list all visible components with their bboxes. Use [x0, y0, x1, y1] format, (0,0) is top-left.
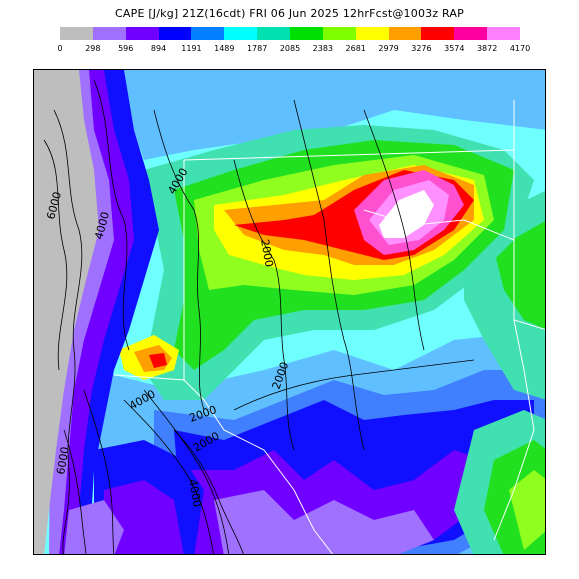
- colorbar-label: 3872: [476, 44, 498, 53]
- height-contours: [43, 79, 475, 554]
- colorbar-swatch: [454, 27, 488, 40]
- colorbar-label: 894: [150, 44, 167, 53]
- colorbar-swatch: [224, 27, 258, 40]
- colorbar-swatch: [388, 27, 422, 40]
- colorbar-swatch: [322, 27, 356, 40]
- colorbar-swatch: [355, 27, 389, 40]
- colorbar-label: 1787: [246, 44, 268, 53]
- colorbar-label: 4170: [509, 44, 531, 53]
- state-boundaries: [113, 100, 545, 554]
- colorbar-label: 2681: [345, 44, 366, 53]
- map-canvas: 6000 4000 4000 2000 2000 2000 2000 4000 …: [34, 70, 545, 554]
- field-lavender-sw: [64, 500, 124, 554]
- field-grey-west: [34, 70, 99, 554]
- colorbar-swatch: [60, 27, 93, 40]
- colorbar-label: 298: [85, 44, 101, 53]
- colorbar-swatch: [257, 27, 291, 40]
- contour-label-6000-sw: 6000: [54, 446, 72, 476]
- contour-label-4000-s: 4000: [186, 478, 204, 508]
- colorbar-label: 2085: [279, 44, 301, 53]
- colorbar-swatch: [290, 27, 323, 40]
- field-violet-sw: [104, 480, 184, 554]
- colorbar-label: 3276: [411, 44, 432, 53]
- colorbar-label: 1191: [181, 44, 202, 53]
- field-lavender-south: [214, 490, 434, 554]
- colorbar: [60, 27, 521, 40]
- colorbar-swatch: [158, 27, 192, 40]
- field-green-east: [494, 221, 545, 330]
- colorbar-label: 2979: [378, 44, 399, 53]
- colorbar-swatch: [125, 27, 159, 40]
- colorbar-label: 2383: [312, 44, 334, 53]
- colorbar-swatch: [191, 27, 225, 40]
- colorbar-swatch: [487, 27, 521, 40]
- colorbar-label: 0: [57, 44, 63, 53]
- field-lime-se: [509, 470, 545, 550]
- field-white-max: [379, 190, 434, 238]
- field-red-sw: [149, 353, 167, 368]
- colorbar-label: 3574: [444, 44, 465, 53]
- colorbar-labels: 0 298 596 894 1191 1489 1787 2085 2383 2681 2979 32…: [57, 44, 530, 56]
- colorbar-swatch: [92, 27, 126, 40]
- map-title: CAPE [J/kg] 21Z(16cdt) FRI 06 Jun 2025 1…: [115, 7, 464, 20]
- colorbar-label: 596: [118, 44, 134, 53]
- cape-map: 6000 4000 4000 2000 2000 2000 2000 4000 …: [33, 69, 546, 555]
- contour-label-2000-center: 2000: [258, 238, 276, 268]
- colorbar-swatch: [421, 27, 455, 40]
- field-skyblue-north: [114, 70, 545, 160]
- colorbar-label: 1489: [214, 44, 235, 53]
